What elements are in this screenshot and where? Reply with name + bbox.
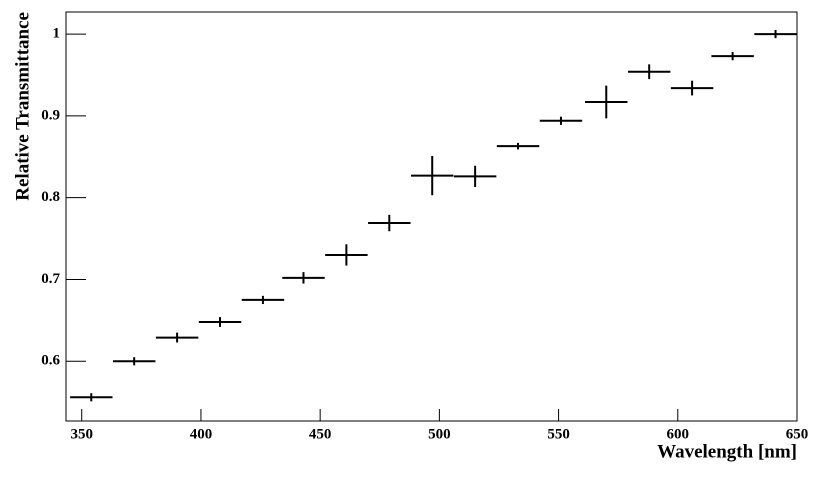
y-axis-title: Relative Transmittance: [12, 12, 33, 201]
x-tick-label: 450: [309, 426, 332, 442]
y-tick-label: 0.7: [41, 271, 60, 287]
y-tick-label: 0.9: [41, 107, 60, 123]
y-tick-label: 0.6: [41, 353, 60, 369]
x-tick-label: 350: [70, 426, 93, 442]
x-tick-label: 650: [786, 426, 809, 442]
x-tick-label: 550: [547, 426, 570, 442]
x-tick-label: 500: [428, 426, 451, 442]
y-tick-label: 0.8: [41, 189, 60, 205]
x-tick-label: 400: [190, 426, 213, 442]
y-tick-label: 1: [53, 26, 61, 42]
x-axis-title: Wavelength [nm]: [657, 441, 797, 462]
x-tick-label: 600: [667, 426, 690, 442]
plot-frame: [65, 11, 798, 422]
